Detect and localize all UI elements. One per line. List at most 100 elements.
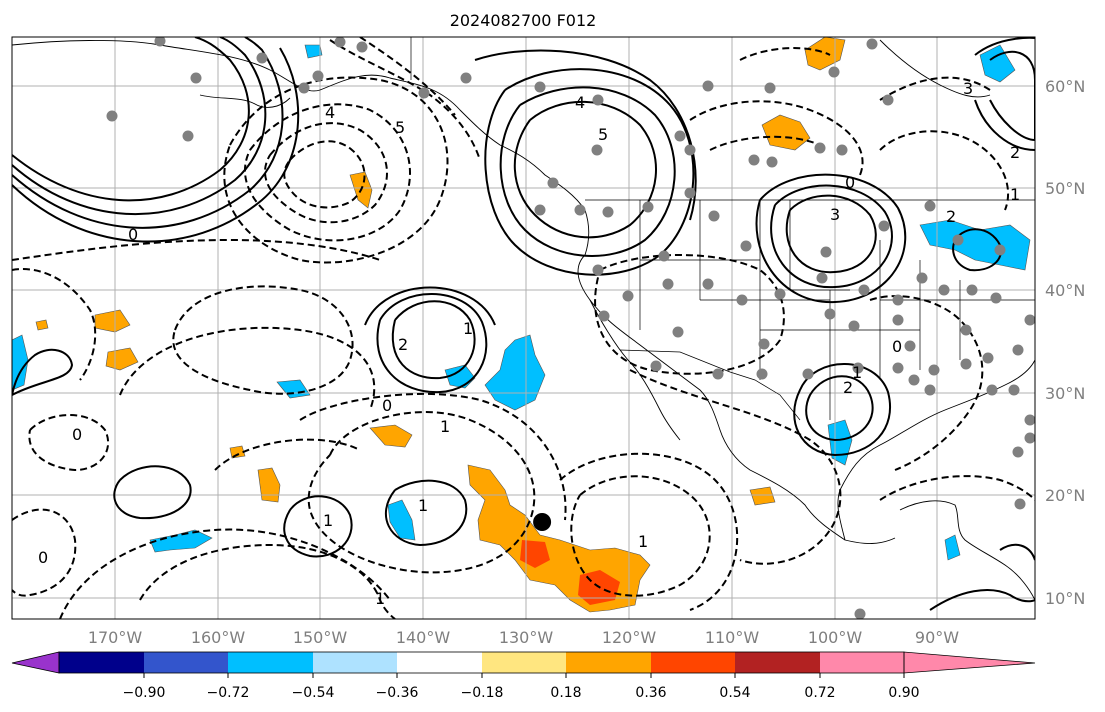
contour-dashed-south [139, 543, 396, 619]
station-marker [256, 52, 268, 64]
station-marker [928, 364, 940, 376]
contour-plains-low [785, 194, 877, 274]
gridlines [12, 37, 1035, 619]
station-marker [1024, 414, 1035, 426]
station-marker [858, 284, 870, 296]
lon-label: 170°W [88, 628, 143, 647]
contour-label: 4 [325, 103, 335, 122]
colorbar-segment [482, 652, 566, 673]
station-marker [712, 368, 724, 380]
station-marker [758, 338, 770, 350]
contour-dashed-ec-pacific [570, 475, 711, 597]
station-marker [854, 608, 866, 619]
station-marker [106, 110, 118, 122]
station-marker [334, 37, 346, 48]
lon-label: 150°W [293, 628, 348, 647]
station-marker [1024, 314, 1035, 326]
contour-label: 1 [440, 417, 450, 436]
colorbar-segment [313, 652, 397, 673]
contour-label: 1 [418, 496, 428, 515]
shade-blue-5 [149, 529, 213, 553]
contour-dashed-southeast [869, 295, 984, 471]
lon-label: 130°W [499, 628, 554, 647]
station-marker [820, 246, 832, 258]
station-marker [966, 284, 978, 296]
station-marker [994, 244, 1006, 256]
lon-label: 160°W [191, 628, 246, 647]
shade-blue-1 [484, 334, 546, 411]
station-marker [904, 340, 916, 352]
station-marker [702, 80, 714, 92]
station-marker [990, 292, 1002, 304]
station-marker [960, 358, 972, 370]
station-marker [740, 240, 752, 252]
shade-orange-6 [761, 114, 811, 151]
station-marker [622, 290, 634, 302]
station-marker [748, 154, 760, 166]
colorbar-segment [144, 652, 228, 673]
station-marker [154, 37, 166, 47]
state-lines [639, 200, 1035, 420]
political-borders [410, 37, 1035, 421]
contour-label: 0 [72, 425, 82, 444]
station-marker [602, 206, 614, 218]
station-marker [756, 368, 768, 380]
contour-label: 1 [1010, 185, 1020, 204]
colorbar-tick-label: −0.54 [292, 685, 335, 701]
shade-orange-11 [35, 319, 49, 331]
station-marker [908, 374, 920, 386]
lat-label: 30°N [1045, 384, 1085, 403]
lon-label: 120°W [602, 628, 657, 647]
coast-alaska [12, 40, 896, 544]
contour-label: 2 [843, 378, 853, 397]
contour-gulf-alaska-ring [513, 100, 657, 239]
colorbar-tick-label: 0.36 [635, 685, 666, 701]
station-marker [460, 72, 472, 84]
station-marker [672, 326, 684, 338]
contour-label: 0 [38, 548, 48, 567]
station-marker [952, 234, 964, 246]
lat-label: 20°N [1045, 486, 1085, 505]
shade-orange-2 [94, 309, 131, 333]
contour-dashed-west-edge [12, 268, 97, 381]
map-title: 2024082700 F012 [450, 11, 597, 30]
colorbar-segment [397, 652, 482, 673]
colorbar-segment [59, 652, 144, 673]
shade-orange-9 [749, 486, 776, 506]
coast-aleutians [199, 94, 291, 108]
coast-baja [589, 299, 681, 441]
colorbar-segment [228, 652, 313, 673]
lon-label: 100°W [808, 628, 863, 647]
station-marker [892, 362, 904, 374]
colorbar-tick-label: 0.54 [719, 685, 750, 701]
shade-blue-4 [387, 499, 416, 541]
station-marker [1008, 384, 1020, 396]
contour-label: 2 [1010, 143, 1020, 162]
contour-dashed-canada [689, 100, 864, 176]
shade-blue-10 [304, 44, 323, 59]
contour-label: 0 [845, 173, 855, 192]
station-marker [658, 250, 670, 262]
shade-blue-7 [12, 334, 29, 391]
colorbar-tick-label: −0.90 [123, 685, 166, 701]
station-marker [1024, 432, 1035, 444]
contour-label: 1 [463, 319, 473, 338]
station-marker [982, 352, 994, 364]
station-marker [814, 142, 826, 154]
station-marker [736, 294, 748, 306]
shade-orange-10 [229, 445, 246, 459]
station-marker [802, 368, 814, 380]
colorbar-tick-label: 0.18 [550, 685, 581, 701]
shaded-anomalies [12, 37, 1031, 613]
lon-label: 110°W [705, 628, 760, 647]
station-marker [766, 156, 778, 168]
station-marker [828, 66, 840, 78]
lon-label: 90°W [915, 628, 959, 647]
station-marker [960, 324, 972, 336]
contour-label: 5 [598, 125, 608, 144]
colorbar-extend-low [11, 651, 60, 674]
station-marker [852, 362, 864, 374]
coast-hudson [879, 39, 991, 98]
station-marker [534, 81, 546, 93]
contour-subtropic-low-2 [283, 495, 353, 558]
